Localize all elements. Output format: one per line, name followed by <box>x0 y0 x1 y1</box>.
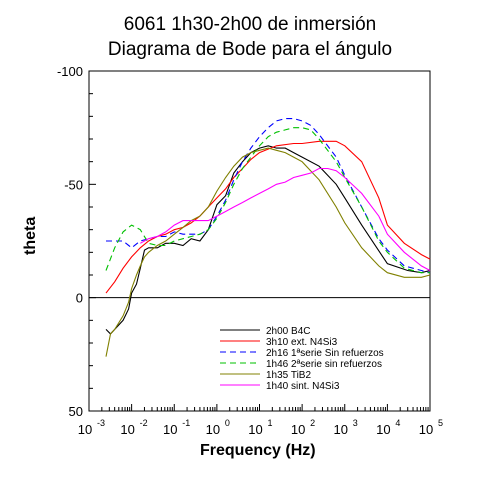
x-tick-exponent: 3 <box>353 418 358 428</box>
x-tick-exponent: -2 <box>140 418 148 428</box>
legend-label-3: 2h16 1ªserie Sin refuerzos <box>266 348 384 359</box>
legend-label-1: 2h00 B4C <box>266 326 310 337</box>
y-tick-label: 50 <box>69 404 83 419</box>
series-line-3 <box>106 118 431 274</box>
series-line-2 <box>105 140 431 294</box>
x-axis-label: Frequency (Hz) <box>200 442 316 459</box>
x-tick-exponent: 5 <box>438 418 443 428</box>
legend-label-6: 1h40 sint. N4Si3 <box>266 381 340 392</box>
series-line-1 <box>105 145 431 335</box>
x-tick-label: 10 <box>376 422 390 437</box>
series-line-6 <box>140 167 431 271</box>
x-tick-label: 10 <box>248 422 262 437</box>
x-tick-label: 10 <box>419 422 433 437</box>
y-tick-label: 0 <box>76 291 83 306</box>
x-tick-label: 10 <box>334 422 348 437</box>
chart-title-line-2: Diagrama de Bode para el ángulo <box>107 39 393 60</box>
legend-label-4: 1h46 2ªserie sin refuerzos <box>266 359 382 370</box>
y-tick-label: -50 <box>64 177 83 192</box>
x-tick-label: 10 <box>206 422 220 437</box>
x-tick-label: 10 <box>163 422 177 437</box>
series-line-4 <box>105 127 430 274</box>
x-tick-exponent: 2 <box>310 418 315 428</box>
y-tick-label: -100 <box>57 64 83 79</box>
y-axis-label: theta <box>22 216 39 255</box>
x-tick-exponent: 4 <box>395 418 400 428</box>
x-tick-label: 10 <box>78 422 92 437</box>
series-line-5 <box>105 147 431 357</box>
x-tick-exponent: 1 <box>268 418 273 428</box>
x-tick-exponent: -1 <box>182 418 190 428</box>
legend-label-2: 3h10 ext. N4Si3 <box>266 337 338 348</box>
x-tick-label: 10 <box>291 422 305 437</box>
x-tick-exponent: -3 <box>97 418 105 428</box>
x-tick-label: 10 <box>120 422 134 437</box>
x-tick-exponent: 0 <box>225 418 230 428</box>
chart-title-line-1: 6061 1h30-2h00 de inmersión <box>123 14 377 35</box>
legend-label-5: 1h35 TiB2 <box>266 370 311 381</box>
